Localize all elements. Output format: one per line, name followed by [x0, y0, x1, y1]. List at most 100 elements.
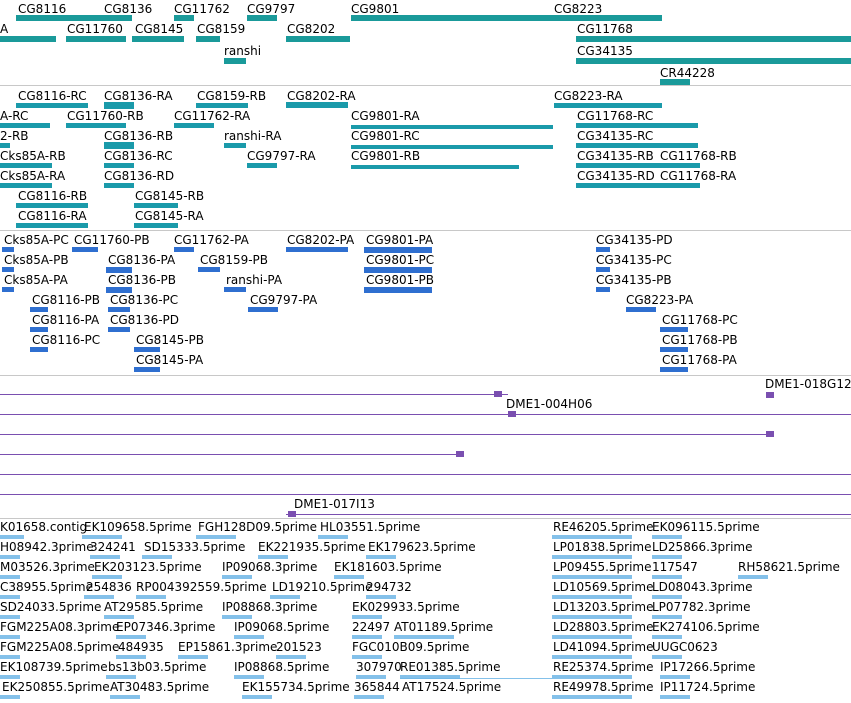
genes-feature-glyph[interactable] [247, 15, 277, 21]
proteins-feature-label[interactable]: Cks85A-PC [4, 233, 69, 247]
genes-feature-label[interactable]: CG8159 [197, 22, 246, 36]
ests-feature-glyph[interactable] [0, 655, 20, 659]
ests-feature-label[interactable]: RE46205.5prime [553, 520, 654, 534]
ests-feature-glyph[interactable] [552, 695, 632, 699]
transcripts-feature-label[interactable]: CG11768-RA [660, 169, 737, 183]
ests-feature-label[interactable]: EK221935.5prime [258, 540, 366, 554]
ests-feature-glyph[interactable] [92, 575, 122, 579]
proteins-feature-glyph[interactable] [134, 367, 160, 372]
transcripts-feature-label[interactable]: CG34135-RB [577, 149, 654, 163]
ests-feature-glyph[interactable] [104, 615, 134, 619]
ests-feature-label[interactable]: LD28803.5prime [553, 620, 654, 634]
proteins-feature-glyph[interactable] [30, 347, 48, 352]
proteins-feature-label[interactable]: CG8136-PD [110, 313, 180, 327]
genes-feature-label[interactable]: CG11762 [174, 2, 230, 16]
transcripts-feature-label[interactable]: CG11762-RA [174, 109, 251, 123]
proteins-feature-label[interactable]: CG11760-PB [74, 233, 150, 247]
genes-feature-glyph[interactable] [576, 58, 851, 64]
ests-feature-label[interactable]: 117547 [652, 560, 698, 574]
ests-feature-label[interactable]: RE01385.5prime [400, 660, 501, 674]
ests-feature-glyph[interactable] [660, 675, 690, 679]
ests-feature-glyph[interactable] [652, 595, 682, 599]
ests-feature-label[interactable]: EK250855.5prime [2, 680, 110, 694]
ests-feature-glyph[interactable] [552, 555, 632, 559]
transcripts-feature-glyph[interactable] [16, 223, 88, 228]
proteins-feature-glyph[interactable] [224, 287, 246, 292]
ests-feature-label[interactable]: FGH128D09.5prime [198, 520, 318, 534]
clone-span-line[interactable] [0, 434, 774, 435]
transcripts-feature-glyph[interactable] [16, 103, 88, 108]
genes-feature-label[interactable]: CG8145 [135, 22, 184, 36]
clones-feature-label[interactable]: DME1-018G12 [765, 377, 851, 391]
ests-feature-glyph[interactable] [552, 655, 632, 659]
clones-feature-glyph[interactable] [0, 394, 508, 395]
ests-feature-glyph[interactable] [552, 615, 632, 619]
ests-feature-label[interactable]: K01658.contig [0, 520, 88, 534]
genes-feature-glyph[interactable] [66, 36, 126, 42]
ests-feature-glyph[interactable] [552, 535, 632, 539]
proteins-feature-label[interactable]: ranshi-PA [226, 273, 283, 287]
proteins-feature-glyph[interactable] [108, 307, 130, 312]
ests-feature-label[interactable]: FGC010B09.5prime [352, 640, 470, 654]
ests-feature-glyph[interactable] [738, 575, 768, 579]
transcripts-feature-label[interactable]: CG11760-RB [67, 109, 144, 123]
ests-feature-glyph[interactable] [116, 635, 146, 639]
transcripts-feature-glyph[interactable] [351, 165, 519, 169]
transcripts-feature-label[interactable]: CG8116-RC [18, 89, 87, 103]
proteins-feature-glyph[interactable] [660, 327, 688, 332]
ests-feature-label[interactable]: IP17266.5prime [660, 660, 756, 674]
ests-feature-label[interactable]: 201523 [276, 640, 322, 654]
proteins-feature-label[interactable]: CG8116-PC [32, 333, 101, 347]
transcripts-feature-label[interactable]: CG8116-RB [18, 189, 88, 203]
transcripts-feature-glyph[interactable] [576, 163, 660, 168]
transcripts-feature-label[interactable]: CG8136-RB [104, 129, 174, 143]
transcripts-feature-glyph[interactable] [660, 183, 700, 188]
transcripts-feature-label[interactable]: CG9801-RA [351, 109, 420, 123]
proteins-feature-label[interactable]: Cks85A-PA [4, 273, 68, 287]
ests-feature-glyph[interactable] [552, 675, 632, 679]
transcripts-feature-glyph[interactable] [66, 123, 126, 128]
ests-feature-label[interactable]: EK029933.5prime [352, 600, 460, 614]
ests-feature-glyph[interactable] [318, 535, 348, 539]
ests-feature-glyph[interactable] [354, 695, 384, 699]
ests-feature-label[interactable]: RH58621.5prime [738, 560, 840, 574]
ests-feature-label[interactable]: bs13b03.5prime [108, 660, 207, 674]
ests-feature-glyph[interactable] [552, 635, 632, 639]
ests-feature-label[interactable]: LP07782.3prime [652, 600, 751, 614]
ests-feature-label[interactable]: 307970 [356, 660, 402, 674]
transcripts-feature-glyph[interactable] [247, 163, 277, 168]
ests-feature-label[interactable]: FGM225A08.5prime [0, 640, 120, 654]
ests-feature-label[interactable]: UUGC0623 [652, 640, 718, 654]
ests-feature-label[interactable]: M03526.3prime [0, 560, 95, 574]
ests-feature-label[interactable]: EK203123.5prime [94, 560, 202, 574]
proteins-feature-glyph[interactable] [596, 267, 610, 272]
ests-feature-label[interactable]: SD15333.5prime [144, 540, 246, 554]
genes-feature-label[interactable]: CG9797 [247, 2, 296, 16]
clone-span-line[interactable] [0, 454, 460, 455]
ests-feature-label[interactable]: C38955.5prime [0, 580, 93, 594]
genes-feature-glyph[interactable] [554, 15, 662, 21]
transcripts-feature-label[interactable]: CG34135-RD [577, 169, 655, 183]
ests-feature-glyph[interactable] [222, 575, 252, 579]
proteins-feature-glyph[interactable] [108, 327, 130, 332]
ests-feature-glyph[interactable] [0, 675, 20, 679]
ests-feature-glyph[interactable] [0, 595, 20, 599]
clone-span-line[interactable] [0, 414, 851, 415]
genes-feature-glyph[interactable] [286, 36, 350, 42]
clones-feature-glyph[interactable] [766, 392, 774, 398]
proteins-feature-label[interactable]: CG9797-PA [250, 293, 318, 307]
proteins-feature-label[interactable]: Cks85A-PB [4, 253, 69, 267]
proteins-feature-glyph[interactable] [72, 247, 98, 252]
ests-feature-label[interactable]: SD24033.5prime [0, 600, 102, 614]
ests-feature-label[interactable]: EP15861.3prime [178, 640, 278, 654]
ests-feature-label[interactable]: EK181603.5prime [334, 560, 442, 574]
ests-feature-label[interactable]: LP01838.5prime [553, 540, 652, 554]
genes-feature-glyph[interactable] [104, 15, 132, 21]
proteins-feature-glyph[interactable] [248, 307, 278, 312]
ests-feature-glyph[interactable] [400, 675, 460, 679]
genes-feature-glyph[interactable] [224, 58, 246, 64]
ests-feature-label[interactable]: H08942.3prime [0, 540, 94, 554]
proteins-feature-glyph[interactable] [596, 247, 610, 252]
proteins-feature-label[interactable]: CG11762-PA [174, 233, 249, 247]
ests-feature-label[interactable]: RE49978.5prime [553, 680, 654, 694]
